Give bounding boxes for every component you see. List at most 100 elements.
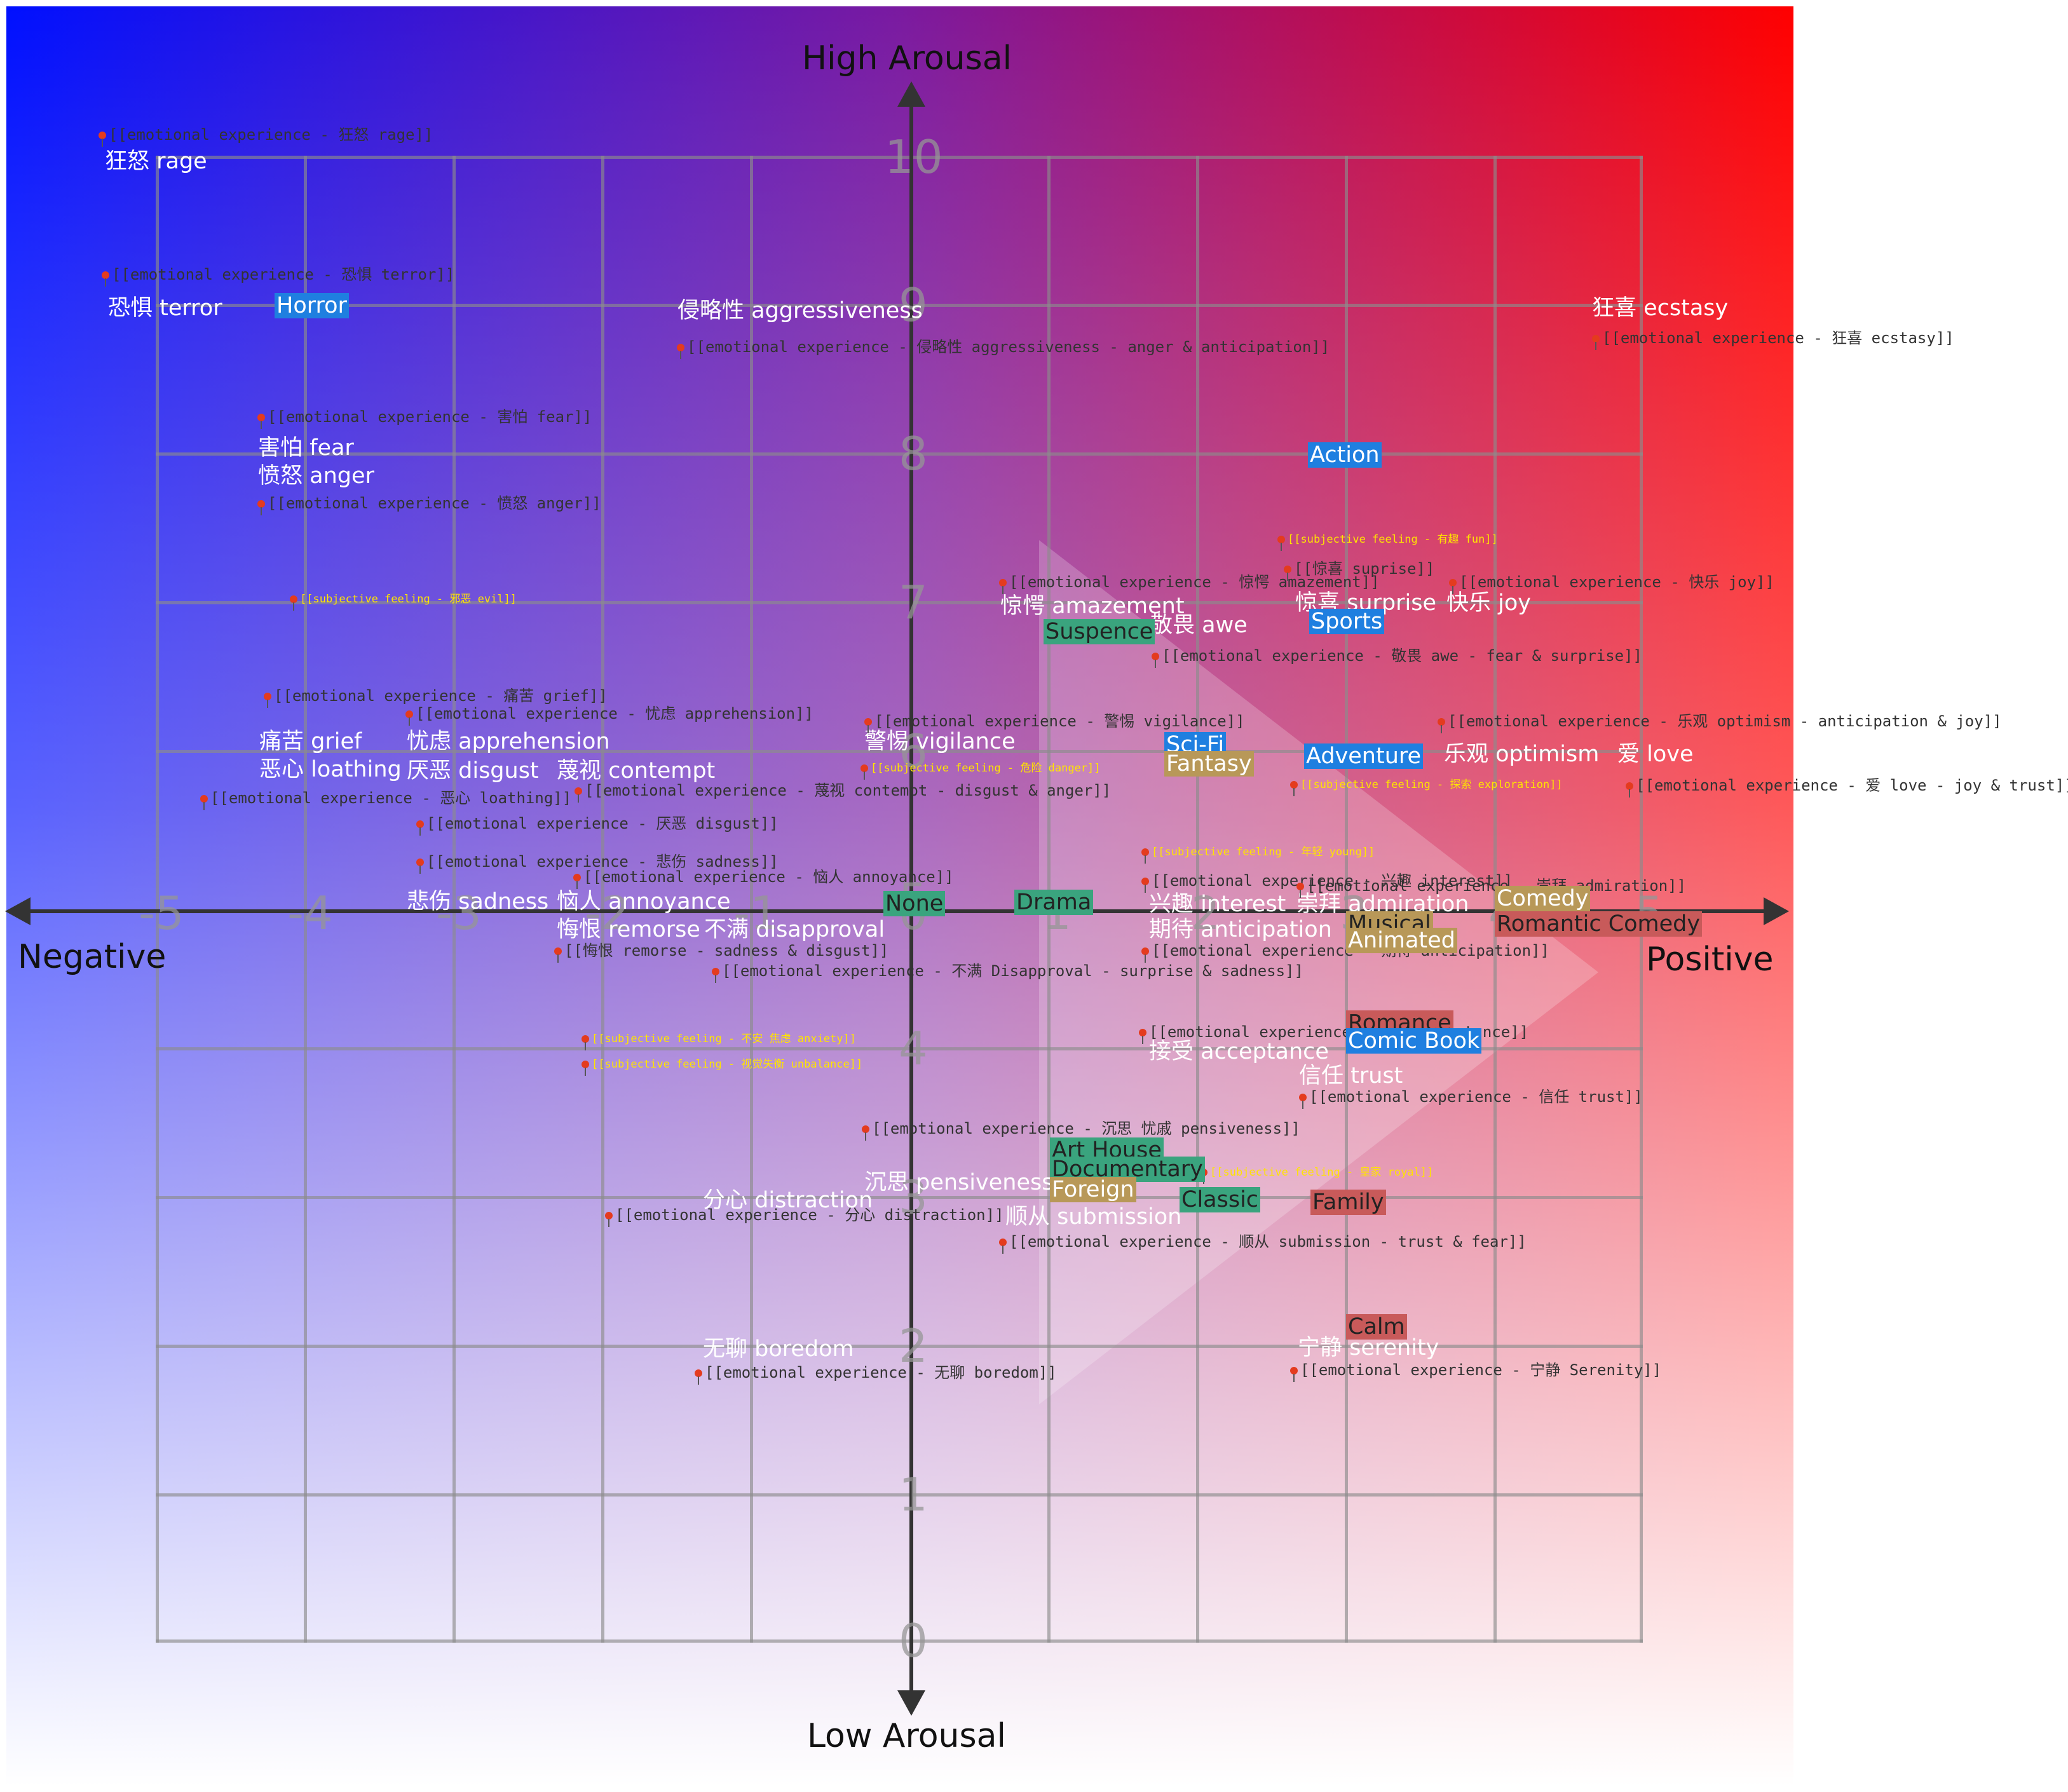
- genre-tag-comic-book[interactable]: Comic Book: [1346, 1028, 1482, 1054]
- pin-icon: [999, 579, 1007, 594]
- reference-link[interactable]: [[emotional experience - 忧虑 apprehension…: [405, 701, 813, 726]
- emotion-label: 惊愕 amazement: [1000, 594, 1185, 619]
- subjective-feeling-link[interactable]: [[subjective feeling - 不安 焦虑 anxiety]]: [582, 1029, 856, 1050]
- reference-link[interactable]: [[emotional experience - 不满 Disapproval …: [712, 958, 1303, 983]
- pin-icon: [605, 1212, 613, 1227]
- axis-title-left: Negative: [18, 938, 167, 976]
- arrow-up-icon: [897, 81, 925, 107]
- pin-icon: [1139, 1029, 1146, 1044]
- y-tick: 6: [899, 724, 928, 778]
- emotion-label: 信任 trust: [1299, 1063, 1403, 1089]
- x-tick: -4: [287, 886, 333, 940]
- reference-link[interactable]: [[emotional experience - 快乐 joy]]: [1449, 569, 1774, 594]
- x-tick: -1: [733, 886, 779, 940]
- genre-tag-animated[interactable]: Animated: [1346, 928, 1457, 953]
- emotion-label: 无聊 boredom: [703, 1336, 854, 1362]
- emotion-label: 接受 acceptance: [1149, 1039, 1329, 1064]
- genre-tag-drama[interactable]: Drama: [1014, 890, 1094, 915]
- genre-tag-romantic-comedy[interactable]: Romantic Comedy: [1495, 911, 1703, 937]
- genre-tag-none[interactable]: None: [883, 891, 946, 916]
- pin-icon: [1296, 883, 1304, 898]
- emotion-label: 恶心 loathing: [259, 757, 402, 782]
- genre-tag-classic[interactable]: Classic: [1180, 1187, 1261, 1212]
- reference-link[interactable]: [[emotional experience - 无聊 boredom]]: [695, 1360, 1057, 1385]
- genre-tag-horror[interactable]: Horror: [275, 293, 349, 318]
- y-tick: 8: [899, 427, 928, 480]
- reference-link[interactable]: [[emotional experience - 宁静 Serenity]]: [1290, 1357, 1661, 1382]
- pin-icon: [1290, 1367, 1298, 1382]
- reference-link[interactable]: [[emotional experience - 警惕 vigilance]]: [864, 709, 1245, 733]
- pin-icon: [861, 764, 868, 780]
- reference-link[interactable]: [[emotional experience - 厌恶 disgust]]: [416, 811, 779, 836]
- emotion-label: 狂喜 ecstasy: [1592, 295, 1729, 321]
- genre-tag-comedy[interactable]: Comedy: [1495, 886, 1591, 911]
- subjective-feeling-link[interactable]: [[subjective feeling - 有趣 fun]]: [1277, 530, 1498, 551]
- reference-link[interactable]: [[emotional experience - 兴趣 interest]]: [1141, 868, 1513, 893]
- y-tick: 1: [899, 1468, 928, 1521]
- reference-link[interactable]: [[emotional experience - 侵略性 aggressiven…: [677, 334, 1330, 359]
- x-tick: -2: [585, 886, 630, 940]
- emotion-label: 狂怒 rage: [105, 149, 207, 174]
- y-tick: 2: [899, 1319, 928, 1373]
- emotion-label: 蔑视 contempt: [557, 758, 716, 784]
- pin-icon: [416, 820, 424, 836]
- reference-link[interactable]: [[emotional experience - 恐惧 terror]]: [102, 262, 454, 287]
- reference-link[interactable]: [[emotional experience - 愤怒 anger]]: [257, 491, 601, 515]
- reference-link[interactable]: [[惊喜 suprise]]: [1284, 556, 1434, 581]
- emotion-label: 不满 disapproval: [704, 917, 885, 942]
- genre-tag-family[interactable]: Family: [1310, 1190, 1386, 1215]
- subjective-feeling-link[interactable]: [[subjective feeling - 年轻 young]]: [1141, 843, 1375, 864]
- reference-link[interactable]: [[emotional experience - 敬畏 awe - fear &…: [1152, 643, 1642, 668]
- reference-link[interactable]: [[emotional experience - 顺从 submission -…: [999, 1229, 1527, 1254]
- genre-tag-foreign[interactable]: Foreign: [1050, 1177, 1136, 1202]
- emotion-label: 侵略性 aggressiveness: [677, 298, 923, 323]
- reference-link[interactable]: [[emotional experience - 崇拜 admiration]]: [1296, 873, 1686, 898]
- emotion-label: 警惕 vigilance: [864, 729, 1016, 754]
- pin-icon: [257, 414, 265, 429]
- reference-link[interactable]: [[emotional experience - 悲伤 sadness]]: [416, 849, 779, 874]
- reference-link[interactable]: [[emotional experience - 期待 anticipation…: [1141, 938, 1549, 963]
- emotion-label: 沉思 pensiveness: [864, 1170, 1054, 1195]
- grid-line: [304, 156, 307, 1643]
- genre-tag-calm[interactable]: Calm: [1346, 1314, 1407, 1340]
- reference-link[interactable]: [[emotional experience - 分心 distraction]…: [605, 1202, 1004, 1227]
- subjective-feeling-link[interactable]: [[subjective feeling - 探索 exploration]]: [1290, 775, 1563, 796]
- reference-link[interactable]: [[emotional experience - 狂喜 ecstasy]]: [1592, 325, 1954, 350]
- reference-link[interactable]: [[emotional experience - 沉思 忧戚 pensivene…: [862, 1116, 1300, 1141]
- reference-link[interactable]: [[emotional experience - 蔑视 contempt - d…: [575, 778, 1111, 803]
- pin-icon: [257, 500, 265, 515]
- subjective-feeling-link[interactable]: [[subjective feeling - 视觉失衡 unbalance]]: [582, 1055, 862, 1076]
- emotion-label: 分心 distraction: [703, 1188, 873, 1213]
- reference-link[interactable]: [[emotional experience - 惊愕 amazement]]: [999, 569, 1380, 594]
- reference-link[interactable]: [[emotional experience - 痛苦 grief]]: [264, 683, 608, 708]
- axis-title-top: High Arousal: [802, 39, 1012, 78]
- genre-tag-suspence[interactable]: Suspence: [1044, 619, 1155, 644]
- reference-link[interactable]: [[emotional experience - 乐观 optimism - a…: [1438, 709, 2002, 733]
- subjective-feeling-link[interactable]: [[subjective feeling - 邪恶 evil]]: [290, 590, 517, 611]
- x-tick: 2: [1191, 886, 1220, 940]
- reference-link[interactable]: [[emotional experience - 爱 love - joy & …: [1626, 773, 2068, 798]
- genre-tag-action[interactable]: Action: [1308, 442, 1382, 468]
- reference-link[interactable]: [[悔恨 remorse - sadness & disgust]]: [554, 938, 888, 963]
- axis-title-right: Positive: [1646, 940, 1774, 979]
- pin-icon: [200, 795, 208, 810]
- genre-tag-fantasy[interactable]: Fantasy: [1164, 751, 1254, 777]
- subjective-feeling-link[interactable]: [[subjective feeling - 危险 danger]]: [861, 759, 1101, 780]
- emotion-label: 兴趣 interest: [1149, 892, 1286, 917]
- reference-link[interactable]: [[emotional experience - 恶心 loathing]]: [200, 785, 571, 810]
- pin-icon: [582, 1035, 589, 1050]
- genre-tag-sports[interactable]: Sports: [1309, 609, 1385, 634]
- pin-icon: [575, 787, 582, 803]
- reference-link[interactable]: [[emotional experience - 信任 trust]]: [1299, 1084, 1643, 1109]
- emotion-label: 悔恨 remorse: [557, 917, 700, 942]
- genre-tag-adventure[interactable]: Adventure: [1304, 743, 1424, 769]
- grid-line: [156, 156, 159, 1643]
- y-tick: 4: [899, 1022, 928, 1075]
- pin-icon: [290, 595, 297, 611]
- reference-link[interactable]: [[emotional experience - 害怕 fear]]: [257, 404, 592, 429]
- reference-link[interactable]: [[emotional experience - 恼人 annoyance]]: [573, 864, 954, 889]
- reference-link[interactable]: [[emotional experience - 狂怒 rage]]: [99, 122, 433, 147]
- emotion-label: 顺从 submission: [1005, 1204, 1182, 1230]
- pin-icon: [1438, 718, 1445, 733]
- subjective-feeling-link[interactable]: [[subjective feeling - 皇家 royal]]: [1200, 1163, 1433, 1184]
